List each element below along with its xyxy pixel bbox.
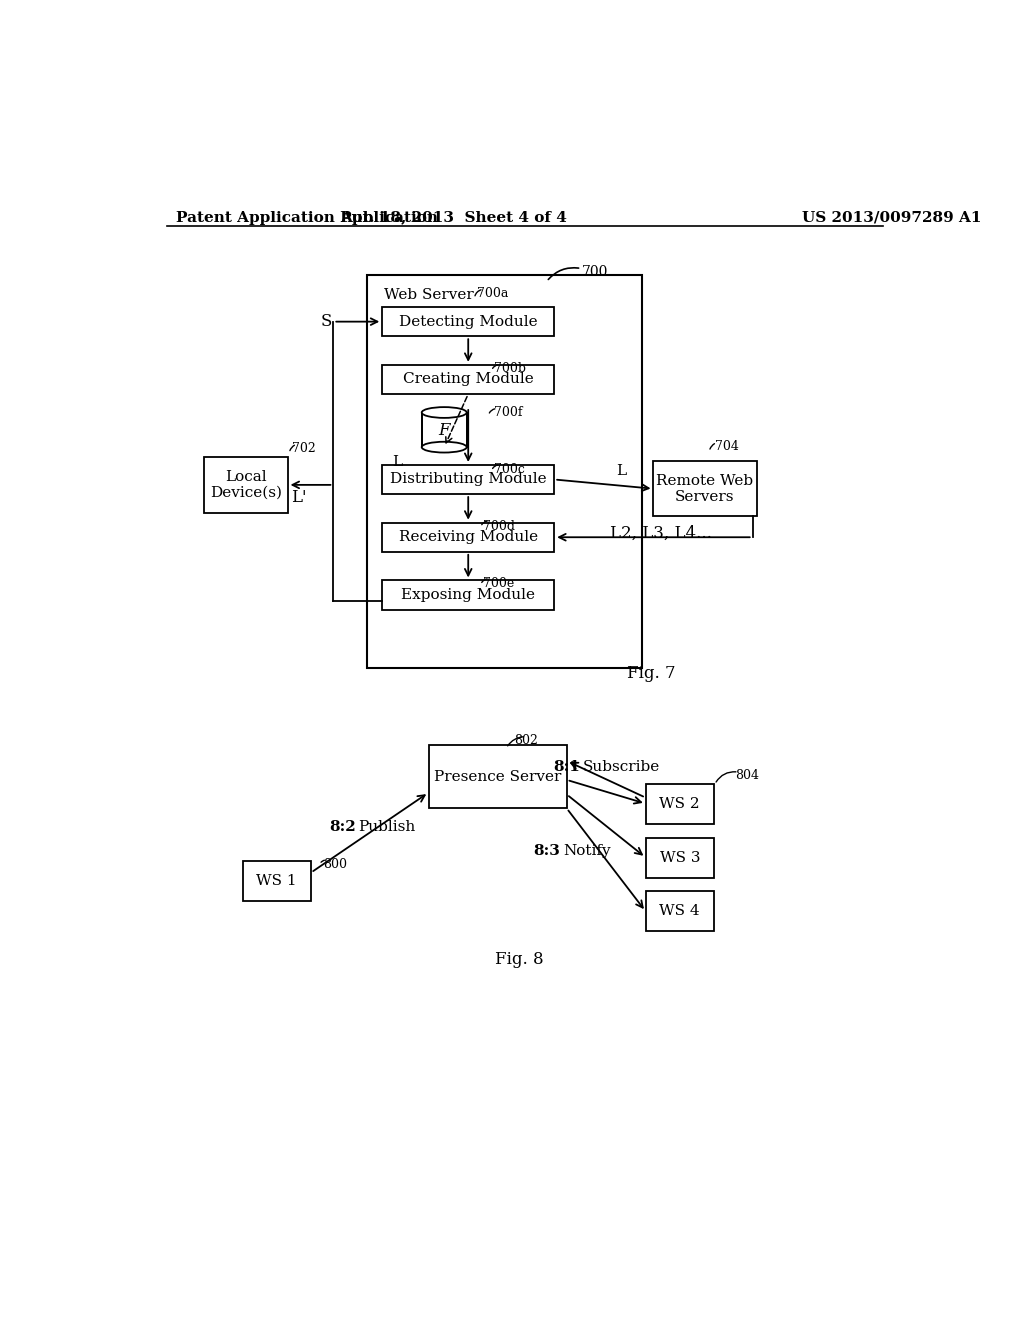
Text: 700f: 700f (494, 407, 522, 420)
Bar (382, 364, 554, 395)
Bar (646, 838, 714, 878)
Text: L': L' (291, 488, 306, 506)
Text: Exposing Module: Exposing Module (401, 587, 536, 602)
Text: 700c: 700c (494, 463, 524, 477)
Text: 700e: 700e (483, 577, 514, 590)
Bar (382, 581, 554, 610)
Text: WS 1: WS 1 (256, 874, 297, 887)
Text: Fig. 8: Fig. 8 (495, 952, 544, 969)
Text: 8:3: 8:3 (534, 845, 560, 858)
Text: 8:2: 8:2 (329, 820, 356, 834)
Bar (646, 784, 714, 824)
Bar (382, 465, 554, 494)
Text: 702: 702 (292, 442, 316, 455)
Text: S: S (321, 313, 332, 330)
Text: 704: 704 (715, 441, 738, 453)
Text: 804: 804 (735, 770, 760, 781)
Text: Publish: Publish (358, 820, 416, 834)
Bar (653, 461, 757, 516)
Text: US 2013/0097289 A1: US 2013/0097289 A1 (802, 211, 982, 224)
Bar (382, 308, 554, 337)
Ellipse shape (422, 407, 467, 418)
Text: 802: 802 (514, 734, 539, 747)
Bar (367, 276, 642, 668)
Text: Web Server: Web Server (384, 288, 473, 302)
Bar (243, 861, 311, 900)
Text: 8:1: 8:1 (554, 760, 581, 775)
Bar (422, 413, 467, 447)
Bar (429, 744, 566, 808)
Text: Distributing Module: Distributing Module (390, 473, 547, 487)
Text: Receiving Module: Receiving Module (398, 531, 538, 544)
Bar (204, 457, 288, 512)
Text: L: L (616, 465, 627, 478)
Text: Apr. 18, 2013  Sheet 4 of 4: Apr. 18, 2013 Sheet 4 of 4 (340, 211, 567, 224)
Text: 700b: 700b (494, 363, 525, 375)
Text: F: F (438, 421, 450, 438)
Text: Remote Web
Servers: Remote Web Servers (656, 474, 754, 504)
Text: 700a: 700a (477, 286, 508, 300)
Text: Fig. 7: Fig. 7 (627, 665, 676, 682)
Text: Notify: Notify (563, 845, 610, 858)
Text: Local
Device(s): Local Device(s) (210, 470, 282, 500)
Text: WS 3: WS 3 (659, 850, 700, 865)
Bar (646, 891, 714, 932)
Bar (382, 523, 554, 552)
Text: L: L (392, 455, 402, 469)
Text: Detecting Module: Detecting Module (399, 314, 538, 329)
Text: L2, L3, L4...: L2, L3, L4... (610, 525, 712, 543)
Text: Subscribe: Subscribe (583, 760, 660, 775)
Text: Presence Server: Presence Server (434, 770, 561, 784)
Text: Patent Application Publication: Patent Application Publication (176, 211, 438, 224)
Text: WS 4: WS 4 (659, 904, 700, 919)
Text: 800: 800 (324, 858, 347, 871)
Text: 700: 700 (583, 264, 608, 279)
Text: 700d: 700d (483, 520, 515, 532)
Text: WS 2: WS 2 (659, 797, 700, 810)
Text: Creating Module: Creating Module (402, 372, 534, 387)
Ellipse shape (422, 442, 467, 453)
